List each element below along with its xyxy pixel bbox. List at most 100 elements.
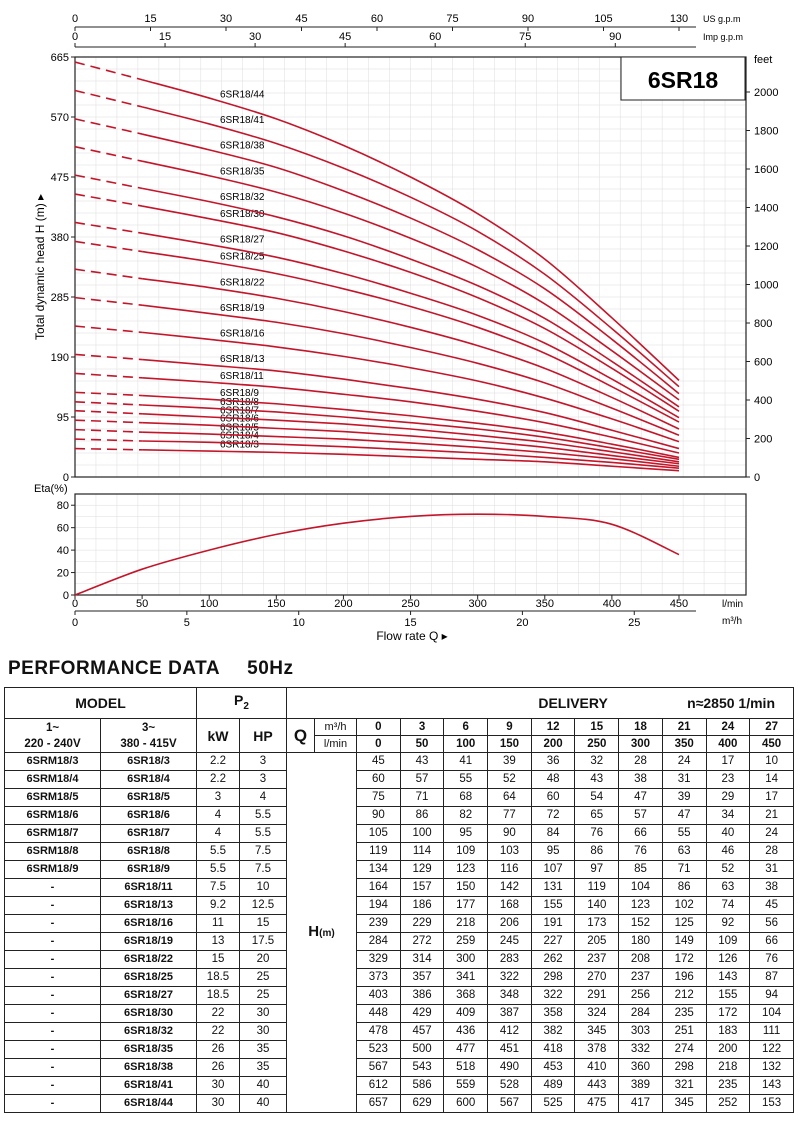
head-curve [142,304,680,437]
x-tick-label: 350 [536,598,554,610]
power-kw: 7.5 [196,878,240,897]
frequency-label: 50Hz [247,658,294,679]
head-value: 298 [530,968,576,987]
power-kw: 4 [196,824,240,843]
y2-tick-label: 200 [754,433,772,445]
m3h-tick-label: 15 [404,617,416,629]
performance-table: MODEL P2 DELIVERY n≈2850 1/min 1~ 220 - 2… [4,687,794,1113]
model-three-phase: 6SR18/19 [100,932,197,951]
x-tick-label: 200 [334,598,352,610]
head-value: 168 [487,896,532,915]
head-value: 227 [530,932,576,951]
head-value: 164 [356,878,401,897]
head-value: 360 [618,1058,663,1077]
head-value: 17 [749,788,794,807]
table-row: -6SR18/41 30 40 612 586 559 528 489 443 389 321 235… [4,1076,794,1095]
power-hp: 12.5 [239,896,287,915]
head-value: 657 [356,1094,401,1113]
head-value: 453 [530,1058,576,1077]
model-single-phase: - [4,914,101,933]
top-us-tick-label: 75 [446,13,458,25]
y-tick-label: 570 [51,112,69,124]
head-value: 272 [399,932,445,951]
power-kw: 22 [196,1004,240,1023]
head-value: 149 [661,932,707,951]
top-us-tick-label: 45 [295,13,307,25]
y-tick-label: 190 [51,352,69,364]
single-phase-header: 1~ 220 - 240V [4,718,101,753]
head-value: 82 [443,806,489,825]
power-hp: 40 [239,1076,287,1095]
power-hp: 35 [239,1058,287,1077]
head-value: 173 [574,914,620,933]
y-axis-label: Total dynamic head H (m) ▸ [33,194,47,340]
model-three-phase: 6SR18/13 [100,896,197,915]
head-value: 92 [705,914,751,933]
head-value: 45 [749,896,794,915]
head-value: 97 [574,860,620,879]
model-single-phase: - [4,1058,101,1077]
curve-dashed [74,145,143,162]
head-value: 129 [399,860,445,879]
head-value: 109 [443,842,489,861]
head-value: 111 [749,1022,794,1041]
series-label: 6SR18/30 [220,209,265,220]
m3h-tick-label: 0 [72,617,78,629]
head-value: 74 [705,896,751,915]
head-value: 131 [530,878,576,897]
head-value: 55 [661,824,707,843]
head-curve [141,106,680,388]
head-value: 251 [661,1022,707,1041]
head-value: 412 [487,1022,532,1041]
y-tick-label: 80 [57,500,69,512]
power-hp: 25 [239,968,287,987]
y-tick-label: 95 [57,412,69,424]
head-value: 66 [618,824,663,843]
power-hp: 5.5 [239,806,287,825]
model-three-phase: 6SR18/6 [100,806,197,825]
series-label: 6SR18/3 [220,439,259,450]
power-kw: 5.5 [196,860,240,879]
y-tick-label: 60 [57,523,69,535]
table-row: -6SR18/22 15 20 329 314 300 283 262 237 208 172 126… [4,950,794,969]
table-row: -6SR18/38 26 35 567 543 518 490 453 410 360 298 218… [4,1058,794,1077]
model-box [620,56,746,101]
y-tick-label: 475 [51,172,69,184]
head-value: 48 [530,770,576,789]
head-value: 31 [661,770,707,789]
head-curve [141,232,680,419]
model-box-label: 6SR18 [648,67,719,93]
head-value: 300 [443,950,489,969]
head-value: 47 [618,788,663,807]
power-hp: 40 [239,1094,287,1113]
series-label: 6SR18/11 [220,371,264,382]
q-lmin-2: 100 [443,735,489,753]
head-value: 443 [574,1076,620,1095]
head-value: 155 [530,896,576,915]
head-value: 38 [618,770,663,789]
x-tick-label: 150 [267,598,285,610]
power-hp: 5.5 [239,824,287,843]
power-hp: 17.5 [239,932,287,951]
power-hp: 35 [239,1040,287,1059]
head-value: 41 [443,752,489,771]
model-single-phase: 6SRM18/3 [4,752,101,771]
head-value: 525 [530,1094,576,1113]
head-value: 63 [705,878,751,897]
head-value: 358 [530,1004,576,1023]
head-value: 102 [661,896,707,915]
power-hp: 30 [239,1004,287,1023]
head-value: 235 [661,1004,707,1023]
head-value: 77 [487,806,532,825]
q-m3h-5: 15 [574,718,620,736]
head-value: 196 [661,968,707,987]
head-value: 386 [399,986,445,1005]
head-value: 245 [487,932,532,951]
model-single-phase: 6SRM18/5 [4,788,101,807]
y2-tick-label: 1800 [754,125,778,137]
curve-dashed [74,372,143,379]
curve-dashed [74,174,143,190]
head-value: 56 [749,914,794,933]
head-value: 378 [574,1040,620,1059]
head-value: 39 [661,788,707,807]
